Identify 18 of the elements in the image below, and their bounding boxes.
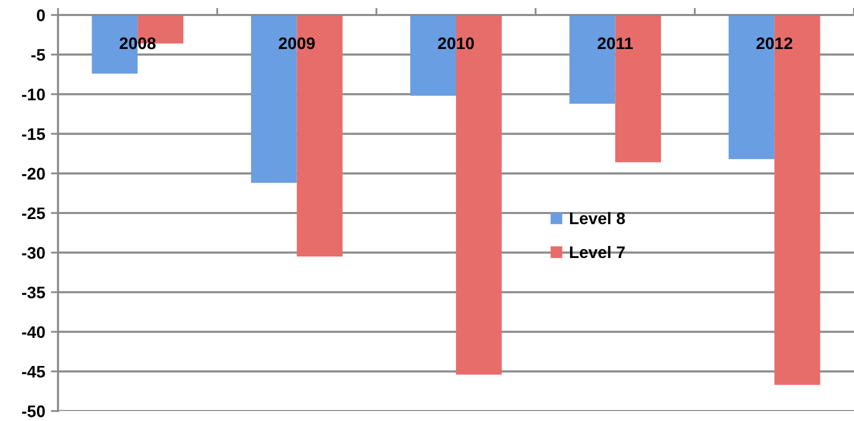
x-tick-label: 2009 xyxy=(278,37,315,50)
y-tick-label: -10 xyxy=(22,88,45,100)
y-tick-label: -35 xyxy=(22,286,46,298)
x-tick-label: 2008 xyxy=(120,37,156,50)
legend-label: Level 8 xyxy=(570,212,625,224)
x-tick-label: 2011 xyxy=(598,37,633,50)
y-tick-label: -15 xyxy=(22,128,46,140)
y-tick-label: -5 xyxy=(31,49,46,61)
x-tick-label: 2012 xyxy=(756,37,792,50)
y-tick-label: -20 xyxy=(22,168,45,180)
y-tick-label: -40 xyxy=(22,326,45,338)
y-tick-label: -30 xyxy=(22,247,45,259)
legend-label: Level 7 xyxy=(570,246,625,258)
y-tick-label: -25 xyxy=(22,207,46,220)
y-tick-label: -45 xyxy=(22,366,46,378)
x-tick-label: 2010 xyxy=(438,37,474,50)
y-tick-label: -50 xyxy=(22,405,45,418)
y-tick-label: 0 xyxy=(36,9,45,22)
